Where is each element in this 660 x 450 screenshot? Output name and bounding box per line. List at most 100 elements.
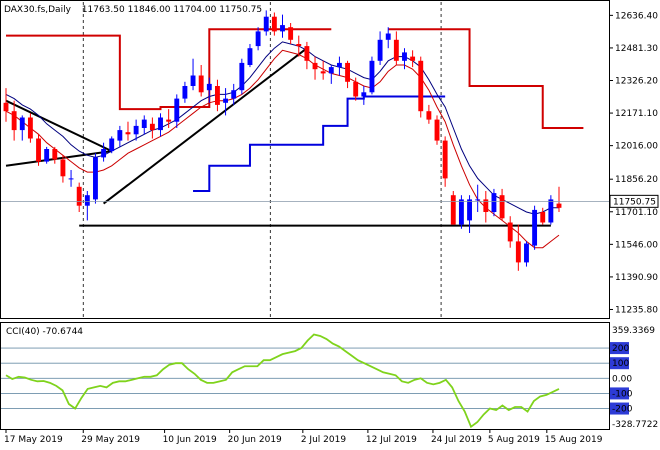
candle-body [182,86,188,99]
candle [507,216,513,248]
candle-body [418,60,424,112]
price-tick-label: 12171.10 [615,109,658,119]
price-tick-label: 11235.80 [615,305,658,315]
candle [434,115,440,145]
candle-body [410,56,416,61]
candle-body [174,98,180,122]
candle [76,182,82,212]
price-tick-label: 11546.00 [615,240,658,250]
date-tick-label: 2 Jul 2019 [301,435,346,445]
price-tick-label: 12636.40 [615,11,658,21]
candle [483,191,489,223]
cci-level-label: 200 [612,344,629,354]
candle-body [426,111,432,120]
date-tick-label: 15 Aug 2019 [545,435,603,445]
candle [271,12,277,36]
candle [377,31,383,65]
candle [255,27,261,51]
date-tick-label: 24 Jul 2019 [431,435,482,445]
candle-body [231,90,237,99]
candle [215,79,220,112]
candle-body [223,98,229,103]
ohlc-label: 11763.50 11846.00 11704.00 11750.75 [82,5,262,15]
date-tick-label: 5 Aug 2019 [488,435,540,445]
cci-level-label: 100 [612,359,629,369]
candle [149,117,155,139]
candle-body [312,62,318,70]
candle-body [280,25,285,32]
candle [44,146,50,164]
trendlines [5,47,551,227]
candle-body [255,31,261,47]
candle-body [369,60,375,93]
candle-body [60,159,66,177]
candle [198,65,204,97]
candle [182,81,188,103]
candle [320,60,326,80]
candle-body [239,62,245,91]
candle-body [93,157,98,200]
candle-body [44,149,50,162]
candle-body [524,243,529,263]
candles [3,10,562,271]
candle [174,94,180,128]
candle-body [377,39,383,61]
candle-body [450,195,456,225]
candle [556,186,562,212]
candle [27,113,33,143]
candle [125,121,131,141]
candle [304,41,310,70]
candle-body [467,199,472,221]
candle [239,58,245,95]
price-tick-label: 11390.90 [615,273,658,283]
candle-body [507,222,513,242]
candle [458,195,464,229]
candle [491,188,497,217]
candle [36,134,41,166]
candle-body [385,33,391,40]
candle-body [434,119,440,141]
candle [475,184,481,212]
cci-line [5,333,560,429]
candle-body [117,130,123,141]
candle-body [328,67,334,74]
candle [515,224,521,271]
candle-body [206,83,212,91]
cci-level-label: -100 [612,389,633,399]
candle-body [304,46,310,61]
candle-body [532,209,538,246]
candle-body [483,199,489,212]
candle-body [76,186,82,206]
candle-body [296,44,302,47]
candle [133,119,139,141]
current-price-tag [609,194,659,208]
price-tick-label: 12326.20 [615,76,658,86]
candle [247,44,253,68]
cci-panel [0,322,610,430]
candle-body [515,241,521,263]
candle-body [336,62,342,68]
trendline [102,47,308,205]
candle [109,136,115,154]
candle [524,241,529,267]
candle [450,191,456,225]
candle-body [52,149,58,160]
resistance-steps [6,28,584,129]
candle [296,35,302,57]
candle-body [27,117,33,139]
candle [280,14,285,38]
candle-body [499,195,505,219]
candle-body [109,138,115,152]
cci-label: CCI(40) -70.6744 [6,327,83,337]
candle [206,77,212,103]
candle [263,10,269,36]
chart-header: DAX30.fs,Daily 11763.50 11846.00 11704.0… [4,5,262,15]
candle-body [198,75,204,93]
candle-body [215,86,220,105]
candle [402,48,407,70]
candle-body [361,92,367,97]
trendline [5,99,113,153]
candle-body [141,119,147,128]
date-tick-label: 17 May 2019 [4,435,63,445]
candle [158,113,163,137]
